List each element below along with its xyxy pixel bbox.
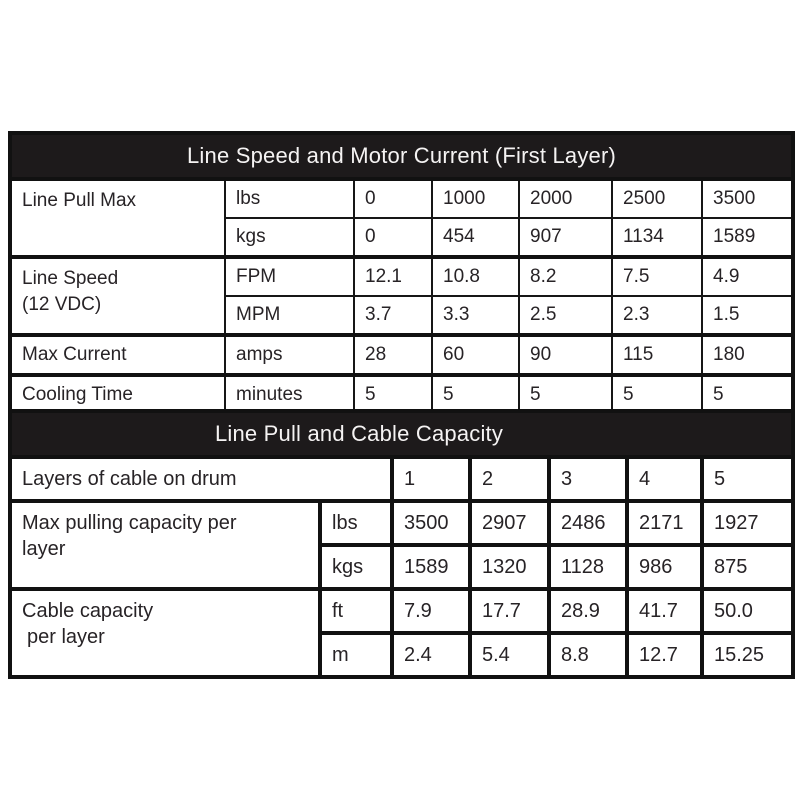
row-label-text: Cable capacity (22, 600, 154, 622)
table-row: kgs 1589 1320 1128 986 875 (10, 543, 796, 591)
value-cell: 180 (700, 333, 795, 376)
value-cell: 3.3 (431, 295, 520, 336)
value-cell: 1927 (699, 499, 796, 547)
value-cell: 2907 (468, 499, 551, 547)
value-cell: 12.7 (625, 631, 704, 679)
unit-cell: amps (224, 333, 355, 376)
table-row: Max pulling capacity per layer lbs 3500 … (8, 499, 796, 591)
table1-header-row: Line Speed and Motor Current (First Laye… (7, 131, 796, 181)
value-cell: 7.5 (611, 255, 703, 297)
value-cell: 1134 (611, 217, 703, 258)
value-cell: 1128 (547, 543, 629, 591)
value-cell: 0 (353, 177, 433, 219)
value-cell: 8.2 (518, 255, 613, 297)
value-cell: 1589 (390, 543, 472, 591)
value-cell: 12.1 (353, 255, 433, 297)
table-row: kgs 0 454 907 1134 1589 (10, 217, 795, 258)
value-cell: 2 (468, 455, 551, 503)
table-row: Line Pull Max lbs 0 1000 2000 2500 3500 (9, 177, 795, 258)
value-cell: 875 (699, 543, 796, 591)
value-cell: 986 (625, 543, 704, 591)
value-cell: 2.5 (518, 295, 613, 336)
table-row: m 2.4 5.4 8.8 12.7 15.25 (10, 631, 796, 679)
row-label-cable-capacity: Cable capacity per layer (8, 587, 322, 679)
value-cell: 115 (611, 333, 703, 376)
value-cell: 5 (699, 455, 796, 503)
unit-cell: minutes (224, 373, 355, 416)
value-cell: 4 (625, 455, 704, 503)
row-label-text-line2: per layer (27, 626, 105, 648)
table-row: Line Speed (12 VDC) FPM 12.1 10.8 8.2 7.… (9, 255, 795, 336)
value-cell: 3 (547, 455, 629, 503)
row-label-text-line2: (12 VDC) (22, 294, 102, 315)
unit-cell: lbs (224, 177, 355, 219)
value-cell: 3500 (700, 177, 795, 219)
value-cell: 15.25 (699, 631, 796, 679)
value-cell: 28 (353, 333, 433, 376)
value-cell: 1320 (468, 543, 551, 591)
unit-cell: m (318, 631, 394, 679)
row-label-max-pulling-capacity: Max pulling capacity per layer (8, 499, 322, 591)
table-row: Layers of cable on drum 1 2 3 4 5 (8, 455, 796, 503)
value-cell: 2.4 (390, 631, 472, 679)
value-cell: 454 (431, 217, 520, 258)
row-label-line-speed: Line Speed (12 VDC) (9, 255, 226, 336)
row-label-text: Line Speed (22, 268, 119, 289)
unit-cell: MPM (224, 295, 355, 336)
value-cell: 17.7 (468, 587, 551, 635)
value-cell: 2486 (547, 499, 629, 547)
line-speed-motor-current-table: Line Speed and Motor Current (First Laye… (7, 131, 796, 417)
value-cell: 1000 (431, 177, 520, 219)
value-cell: 41.7 (625, 587, 704, 635)
table2-title: Line Pull and Cable Capacity (7, 409, 796, 459)
value-cell: 2500 (611, 177, 703, 219)
value-cell: 907 (518, 217, 613, 258)
value-cell: 90 (518, 333, 613, 376)
row-label-text-line2: layer (22, 538, 66, 560)
value-cell: 1.5 (700, 295, 795, 336)
unit-cell: ft (318, 587, 394, 635)
value-cell: 0 (353, 217, 433, 258)
unit-cell: kgs (318, 543, 394, 591)
line-pull-cable-capacity-table: Line Pull and Cable Capacity Layers of c… (7, 409, 796, 679)
unit-cell: kgs (224, 217, 355, 258)
value-cell: 1589 (700, 217, 795, 258)
row-label-line-pull-max: Line Pull Max (9, 177, 226, 258)
row-label-cooling-time: Cooling Time (9, 373, 226, 416)
table2-header-row: Line Pull and Cable Capacity (7, 409, 796, 459)
value-cell: 2.3 (611, 295, 703, 336)
table1-title: Line Speed and Motor Current (First Laye… (7, 131, 796, 181)
value-cell: 2171 (625, 499, 704, 547)
value-cell: 3500 (390, 499, 472, 547)
value-cell: 60 (431, 333, 520, 376)
row-label-text: Max pulling capacity per (22, 512, 237, 534)
value-cell: 2000 (518, 177, 613, 219)
value-cell: 5.4 (468, 631, 551, 679)
value-cell: 28.9 (547, 587, 629, 635)
value-cell: 3.7 (353, 295, 433, 336)
row-label-text: Line Pull Max (22, 190, 137, 211)
value-cell: 7.9 (390, 587, 472, 635)
value-cell: 10.8 (431, 255, 520, 297)
row-label-max-current: Max Current (9, 333, 226, 376)
row-label-layers-of-cable: Layers of cable on drum (8, 455, 394, 503)
value-cell: 4.9 (700, 255, 795, 297)
unit-cell: FPM (224, 255, 355, 297)
value-cell: 1 (390, 455, 472, 503)
value-cell: 8.8 (547, 631, 629, 679)
table-row: MPM 3.7 3.3 2.5 2.3 1.5 (10, 295, 795, 336)
unit-cell: lbs (318, 499, 394, 547)
table-row: Max Current amps 28 60 90 115 180 (9, 333, 795, 376)
table-row: Cable capacity per layer ft 7.9 17.7 28.… (8, 587, 796, 679)
value-cell: 50.0 (699, 587, 796, 635)
